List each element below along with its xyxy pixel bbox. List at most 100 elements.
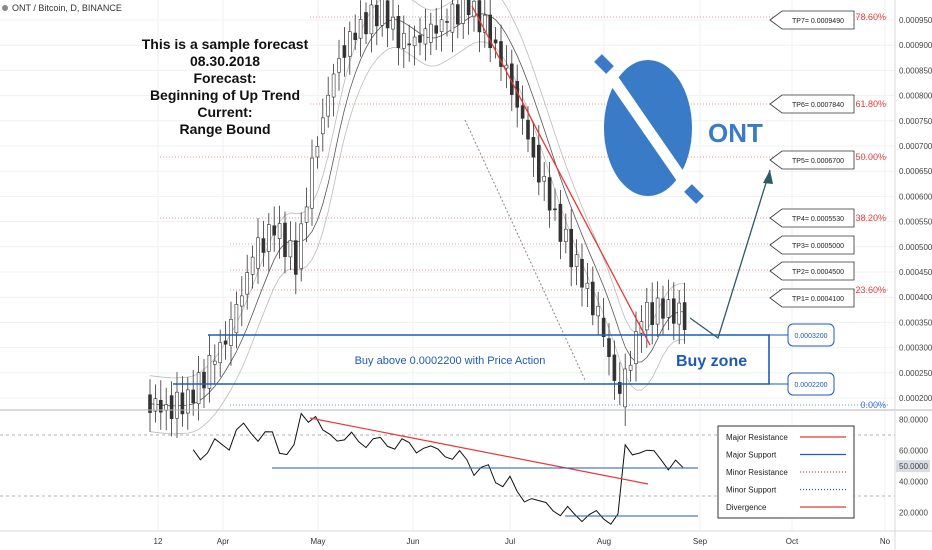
candle-body bbox=[353, 32, 358, 41]
candle-body bbox=[412, 36, 417, 47]
legend-item: Minor Support bbox=[726, 486, 846, 495]
candle-body bbox=[434, 25, 439, 34]
candle-body bbox=[245, 272, 249, 295]
legend-label: Minor Resistance bbox=[726, 468, 788, 477]
fib-level-label: 0.00% bbox=[860, 400, 886, 410]
candle-body bbox=[299, 223, 304, 269]
candle-body bbox=[655, 297, 660, 325]
candle-body bbox=[682, 302, 687, 330]
candle-body bbox=[650, 302, 655, 325]
target-tag-label: TP6= 0.0007840 bbox=[792, 102, 844, 109]
candle-body bbox=[504, 64, 509, 69]
target-tag: TP1= 0.0004100 bbox=[769, 288, 855, 308]
legend-item: Major Support bbox=[726, 451, 846, 460]
candle-body bbox=[585, 282, 590, 289]
candle-body bbox=[331, 73, 336, 98]
legend-item: Divergence bbox=[726, 503, 846, 512]
price-tick-label: 0.0005000 bbox=[899, 243, 932, 252]
candle-body bbox=[574, 254, 579, 267]
candle-body bbox=[666, 299, 671, 318]
candle-body bbox=[315, 146, 320, 158]
legend: Major Resistance Major Support Minor Resis… bbox=[717, 425, 855, 519]
time-tick-label: Jun bbox=[407, 537, 420, 546]
candle-body bbox=[623, 368, 628, 408]
grid bbox=[0, 0, 895, 530]
candle-body bbox=[191, 389, 195, 404]
target-tag-label: TP1= 0.0004100 bbox=[792, 296, 844, 303]
candle-body bbox=[391, 16, 395, 30]
candle-body bbox=[401, 32, 406, 49]
candle-body bbox=[455, 4, 460, 25]
forecast-note: This is a sample forecast08.30.2018Forec… bbox=[142, 36, 309, 137]
target-tag: TP5= 0.0006700 bbox=[769, 150, 855, 170]
candle-body bbox=[310, 157, 314, 209]
candle-body bbox=[326, 94, 331, 117]
candle-body bbox=[380, 0, 385, 26]
candle-body bbox=[563, 228, 568, 243]
candle-body bbox=[213, 360, 217, 365]
candle-body bbox=[175, 391, 179, 419]
candle-body bbox=[499, 41, 503, 67]
forecast-note-line: Beginning of Up Trend bbox=[150, 87, 300, 103]
candle-body bbox=[482, 14, 487, 33]
candle-body bbox=[304, 206, 309, 223]
candle-body bbox=[526, 119, 530, 140]
candle-body bbox=[536, 144, 541, 183]
target-tag: TP7= 0.0009490 bbox=[769, 10, 855, 30]
target-tag-label: TP2= 0.0004500 bbox=[792, 269, 844, 276]
candle-body bbox=[590, 281, 595, 316]
candle-body bbox=[261, 238, 266, 253]
candle-body bbox=[428, 23, 433, 43]
candle-body bbox=[580, 258, 584, 288]
candle-body bbox=[596, 305, 601, 317]
candle-body bbox=[272, 225, 277, 236]
candle-body bbox=[520, 105, 525, 119]
zone-tag-lower: 0.0002200 bbox=[770, 372, 835, 396]
rsi-axis: 80.0000 60.0000 40.0000 20.0000 50.0000 bbox=[896, 416, 930, 518]
candle-body bbox=[477, 0, 482, 33]
candle-body bbox=[396, 15, 401, 48]
candle-body bbox=[558, 203, 563, 242]
candle-body bbox=[612, 354, 617, 381]
legend-label: Major Support bbox=[726, 451, 777, 460]
candles bbox=[148, 0, 687, 439]
fib-level-label: 23.60% bbox=[855, 285, 886, 295]
candle-body bbox=[347, 31, 352, 57]
zone-tag-upper: 0.0003200 bbox=[770, 323, 835, 347]
candle-body bbox=[617, 382, 622, 394]
candle-body bbox=[531, 137, 536, 158]
candle-body bbox=[234, 304, 239, 334]
candle-body bbox=[569, 228, 574, 268]
forecast-note-line: 08.30.2018 bbox=[190, 53, 260, 69]
candle-body bbox=[186, 389, 190, 414]
target-tag: TP6= 0.0007840 bbox=[769, 94, 855, 114]
time-axis: 12 Apr May Jun Jul Aug Sep Oct No bbox=[0, 530, 932, 546]
candle-body bbox=[342, 45, 347, 58]
candle-body bbox=[385, 0, 390, 29]
target-tag: TP2= 0.0004500 bbox=[769, 261, 855, 281]
candle-body bbox=[358, 19, 363, 39]
candle-body bbox=[153, 398, 158, 412]
candle-body bbox=[256, 237, 260, 269]
candle-body bbox=[207, 355, 212, 389]
target-tag-label: TP5= 0.0006700 bbox=[792, 158, 844, 165]
price-tick-label: 0.0002000 bbox=[899, 394, 932, 403]
candle-body bbox=[542, 176, 547, 182]
forecast-note-line: Forecast: bbox=[193, 70, 256, 86]
time-tick-label: Jul bbox=[505, 537, 515, 546]
fib-level-label: 61.80% bbox=[855, 99, 886, 109]
fib-level-label: 50.00% bbox=[855, 152, 886, 162]
candle-body bbox=[223, 340, 228, 345]
zone-lower-value: 0.0002200 bbox=[794, 382, 827, 389]
candle-body bbox=[320, 117, 325, 135]
